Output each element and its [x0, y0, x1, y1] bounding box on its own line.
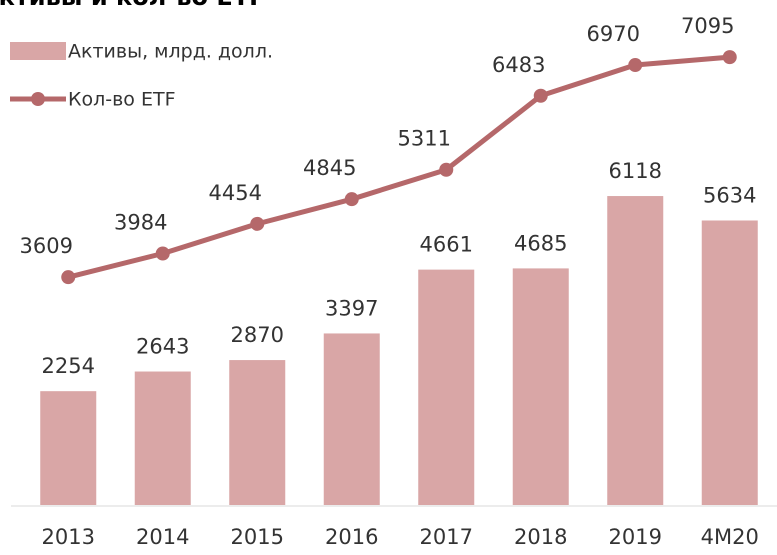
data-label: 3984 — [114, 211, 167, 235]
chart-title: Активы и кол-во ETF — [0, 0, 266, 11]
x-tick-label: 2015 — [231, 525, 284, 549]
line-point — [155, 246, 170, 261]
x-tick-label: 2017 — [420, 525, 473, 549]
data-label: 3397 — [325, 296, 378, 320]
line-point — [439, 162, 454, 177]
bar — [323, 333, 380, 505]
line-point — [344, 192, 359, 207]
data-label: 2643 — [136, 335, 189, 359]
x-tick-label: 2016 — [325, 525, 378, 549]
line-point — [722, 50, 737, 65]
bar — [607, 196, 664, 505]
bar — [40, 391, 97, 505]
legend-swatch — [10, 42, 66, 60]
x-tick-label: 2018 — [514, 525, 567, 549]
bar — [512, 268, 569, 505]
data-label: 6118 — [609, 159, 662, 183]
bar — [418, 269, 475, 505]
data-label: 5311 — [398, 127, 451, 151]
x-tick-label: 4M20 — [701, 525, 759, 549]
x-tick-label: 2014 — [136, 525, 189, 549]
x-tick-label: 2013 — [42, 525, 95, 549]
legend-marker — [31, 92, 45, 106]
bar — [134, 371, 191, 505]
line-point — [61, 270, 76, 285]
data-label: 4661 — [420, 233, 473, 257]
legend-label: Кол-во ETF — [68, 89, 176, 111]
x-tick-label: 2019 — [609, 525, 662, 549]
data-label: 3609 — [20, 234, 73, 258]
data-label: 6970 — [587, 22, 640, 46]
bar — [701, 220, 758, 505]
data-label: 7095 — [681, 14, 734, 38]
data-label: 4685 — [514, 231, 567, 255]
data-label: 2870 — [231, 323, 284, 347]
line-point — [250, 216, 265, 231]
line — [67, 54, 730, 280]
data-label: 4454 — [209, 181, 262, 205]
data-label: 5634 — [703, 183, 756, 207]
data-label: 6483 — [492, 53, 545, 77]
bar — [229, 360, 286, 505]
line-point — [628, 58, 643, 73]
line-point — [533, 88, 548, 103]
data-label: 4845 — [303, 156, 356, 180]
data-label: 2254 — [42, 354, 95, 378]
legend-label: Активы, млрд. долл. — [68, 41, 273, 63]
